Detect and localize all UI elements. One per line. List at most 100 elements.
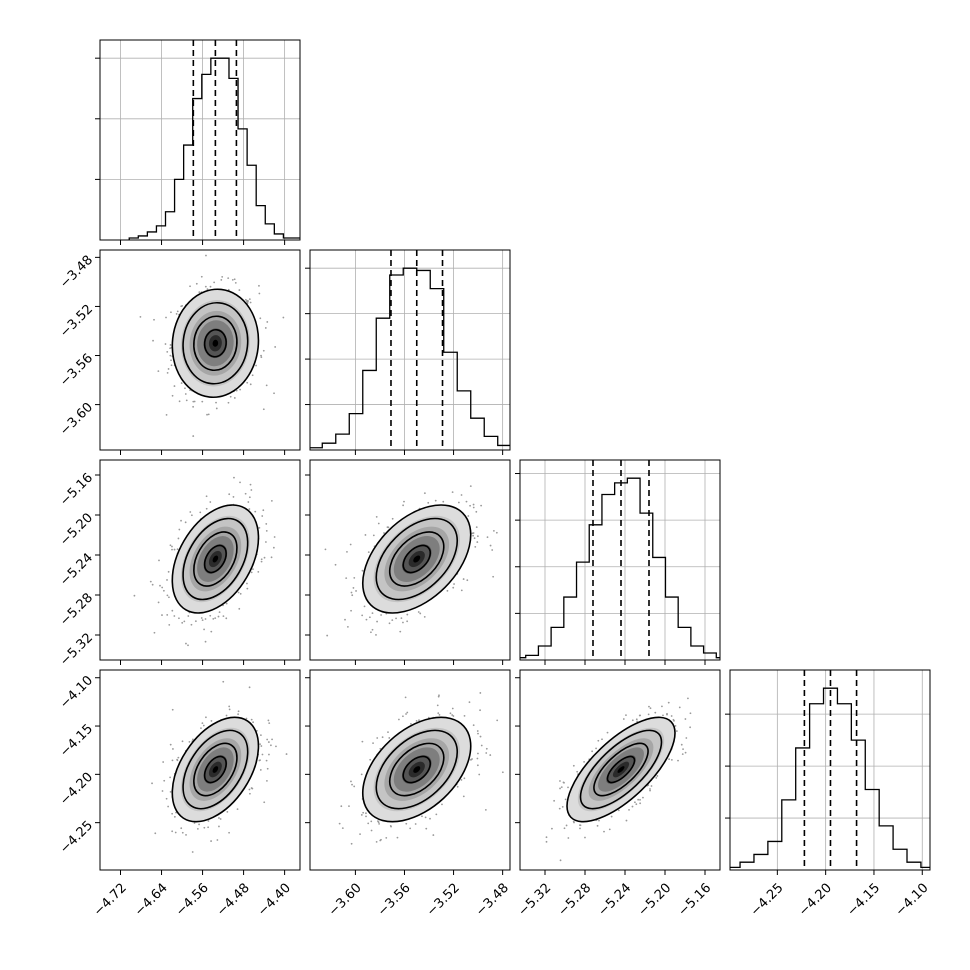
contour-0 bbox=[203, 755, 227, 784]
x-tick-label: −4.15 bbox=[844, 881, 883, 920]
panel-content bbox=[324, 485, 498, 637]
scatter-point bbox=[423, 615, 426, 618]
scatter-point bbox=[180, 519, 182, 522]
scatter-point bbox=[165, 797, 168, 800]
scatter-point bbox=[462, 578, 465, 580]
scatter-point bbox=[675, 730, 678, 732]
scatter-point bbox=[562, 781, 565, 784]
scatter-point bbox=[237, 713, 240, 716]
scatter-point bbox=[180, 382, 183, 384]
scatter-point bbox=[334, 563, 337, 566]
scatter-point bbox=[324, 548, 327, 551]
scatter-point bbox=[218, 817, 220, 819]
scatter-point bbox=[463, 777, 466, 780]
scatter-point bbox=[591, 750, 594, 753]
scatter-point bbox=[185, 642, 187, 645]
scatter-point bbox=[377, 522, 380, 525]
scatter-point bbox=[383, 532, 385, 534]
scatter-point bbox=[389, 824, 392, 827]
scatter-point bbox=[353, 785, 356, 788]
scatter-point bbox=[238, 607, 241, 610]
scatter-point bbox=[460, 779, 463, 781]
scatter-point bbox=[204, 640, 207, 643]
scatter-point bbox=[672, 718, 675, 721]
scatter-point bbox=[564, 798, 567, 801]
panel-1-0: −3.60 −3.56 −3.52 −3.48 bbox=[57, 249, 301, 455]
scatter-point bbox=[187, 644, 189, 647]
scatter-point bbox=[171, 545, 173, 548]
scatter-point bbox=[472, 506, 475, 509]
x-tick-label: −5.28 bbox=[555, 881, 594, 920]
scatter-point bbox=[265, 759, 268, 762]
scatter-point bbox=[338, 822, 341, 825]
scatter-point bbox=[221, 275, 224, 278]
scatter-point bbox=[631, 805, 634, 808]
scatter-point bbox=[736, 707, 738, 709]
scatter-point bbox=[388, 622, 391, 625]
scatter-point bbox=[405, 713, 407, 715]
contour-1 bbox=[593, 742, 649, 797]
x-tick-label: −3.60 bbox=[326, 881, 365, 920]
scatter-point bbox=[199, 511, 202, 514]
scatter-point bbox=[437, 712, 440, 715]
scatter-point bbox=[259, 769, 262, 771]
scatter-point bbox=[254, 510, 257, 513]
scatter-point bbox=[418, 719, 420, 722]
scatter-point bbox=[252, 721, 254, 724]
scatter-point bbox=[649, 788, 651, 790]
scatter-point bbox=[191, 738, 194, 741]
scatter-point bbox=[462, 795, 465, 798]
panel-frame bbox=[99, 249, 301, 451]
contour-0 bbox=[203, 328, 227, 358]
scatter-point bbox=[250, 489, 253, 491]
scatter-point bbox=[255, 364, 257, 367]
histogram-0 bbox=[128, 57, 300, 240]
scatter-point bbox=[650, 785, 653, 787]
scatter-point bbox=[275, 745, 277, 748]
scatter-point bbox=[205, 495, 208, 498]
scatter-point bbox=[402, 621, 404, 624]
scatter-point bbox=[270, 744, 272, 747]
scatter-point bbox=[668, 758, 671, 761]
scatter-point bbox=[202, 724, 205, 727]
scatter-point bbox=[259, 759, 261, 762]
scatter-point bbox=[250, 571, 253, 574]
scatter-point bbox=[406, 620, 409, 623]
scatter-point bbox=[198, 823, 200, 826]
scatter-point bbox=[216, 839, 219, 841]
scatter-point bbox=[435, 813, 438, 816]
scatter-point bbox=[195, 282, 198, 285]
scatter-point bbox=[625, 714, 627, 717]
scatter-point bbox=[350, 609, 352, 612]
histogram-1 bbox=[310, 267, 510, 449]
scatter-point bbox=[345, 577, 348, 580]
scatter-point bbox=[475, 526, 478, 529]
scatter-point bbox=[375, 515, 378, 518]
scatter-point bbox=[583, 760, 585, 763]
scatter-point bbox=[270, 556, 273, 559]
x-tick-label: −5.20 bbox=[635, 881, 674, 920]
scatter-point bbox=[361, 740, 364, 743]
scatter-point bbox=[486, 536, 489, 539]
scatter-point bbox=[268, 722, 271, 725]
scatter-point bbox=[606, 731, 609, 734]
scatter-point bbox=[376, 737, 379, 739]
scatter-point bbox=[359, 833, 361, 836]
scatter-point bbox=[453, 583, 455, 585]
scatter-point bbox=[365, 618, 368, 621]
x-tick-label: −3.48 bbox=[473, 881, 512, 920]
scatter-point bbox=[188, 741, 191, 743]
scatter-point bbox=[472, 534, 475, 537]
scatter-point bbox=[460, 494, 463, 496]
scatter-point bbox=[649, 789, 651, 792]
y-tick-label: −5.24 bbox=[57, 550, 96, 589]
scatter-point bbox=[214, 617, 217, 620]
scatter-point bbox=[169, 743, 172, 746]
contour-0 bbox=[402, 544, 432, 574]
density-level bbox=[413, 766, 421, 773]
scatter-point bbox=[466, 579, 469, 582]
panel-3-3: −4.25 −4.20 −4.15 −4.10 bbox=[725, 669, 932, 920]
scatter-point bbox=[209, 501, 212, 503]
scatter-point bbox=[233, 476, 235, 479]
scatter-point bbox=[631, 719, 634, 722]
